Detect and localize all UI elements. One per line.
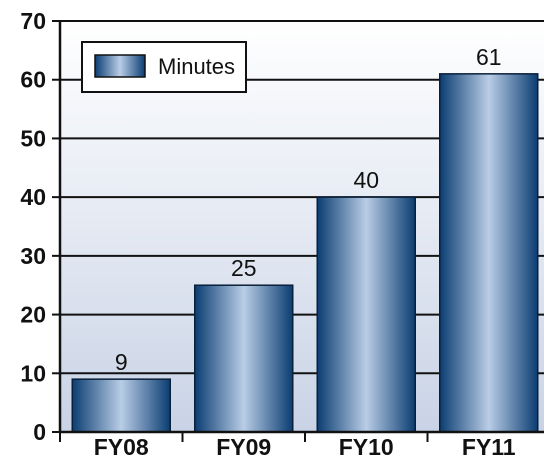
y-tick-label: 70: [20, 8, 46, 34]
axes: [52, 20, 544, 442]
labels: 0 10 20 30 40 50 60 70 9 FY08 25 FY09 40 FY10 61 FY11: [20, 8, 515, 457]
y-tick-label: 40: [20, 184, 46, 210]
data-label: 61: [476, 44, 502, 70]
x-tick-label: FY11: [462, 434, 516, 457]
x-tick-label: FY08: [94, 434, 149, 457]
bar: [316, 196, 416, 433]
x-tick-label: FY09: [216, 434, 271, 457]
bar: [71, 378, 171, 433]
data-label: 25: [231, 255, 257, 281]
legend: Minutes: [81, 41, 247, 93]
legend-label: Minutes: [158, 54, 235, 79]
y-tick-label: 20: [20, 302, 46, 328]
y-tick-label: 30: [20, 243, 46, 269]
bar: [194, 284, 294, 433]
data-label: 9: [115, 349, 128, 375]
data-label: 40: [353, 167, 379, 193]
y-tick-label: 60: [20, 67, 46, 93]
bar: [439, 73, 539, 433]
y-tick-label: 10: [20, 360, 46, 386]
legend-swatch: [94, 54, 146, 78]
x-tick-label: FY10: [339, 434, 394, 457]
y-tick-label: 50: [20, 125, 46, 151]
y-tick-label: 0: [33, 419, 46, 445]
